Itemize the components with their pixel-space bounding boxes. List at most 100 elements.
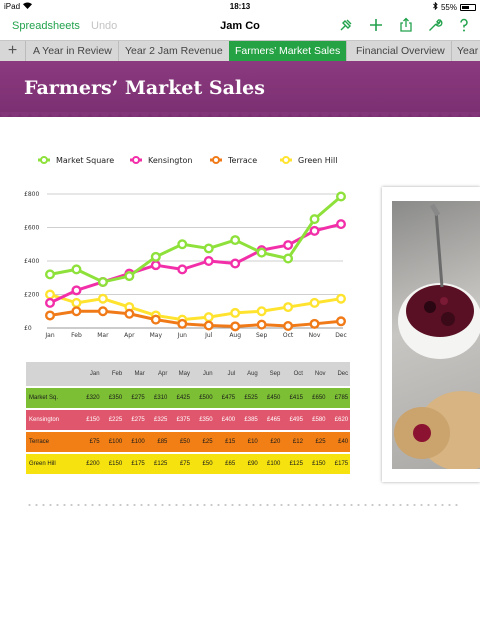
table-cell[interactable]: £75 — [179, 461, 190, 467]
tab-year[interactable]: Year — [451, 41, 480, 61]
column-header: Oct — [293, 371, 303, 377]
data-point — [124, 308, 135, 319]
table-cell[interactable]: £785 — [334, 395, 349, 401]
y-tick-label: £400 — [24, 258, 39, 265]
spreadsheets-back-button[interactable]: Spreadsheets — [12, 20, 80, 32]
y-tick-label: £200 — [24, 292, 39, 299]
table-cell[interactable]: £500 — [199, 395, 213, 401]
battery-percent: 55% — [440, 2, 457, 12]
row-header: Kensington — [29, 417, 60, 423]
legend-marker — [132, 156, 140, 164]
table-cell[interactable]: £25 — [315, 439, 326, 445]
data-point — [71, 297, 82, 308]
x-tick-label: Feb — [71, 332, 82, 339]
x-tick-label: Apr — [124, 332, 135, 339]
x-tick-label: Mar — [97, 332, 109, 339]
help-icon[interactable] — [454, 17, 474, 37]
table-cell[interactable]: £620 — [334, 417, 349, 423]
table-cell[interactable]: £385 — [244, 417, 258, 423]
table-cell[interactable]: £400 — [221, 417, 236, 423]
table-row[interactable]: Terrace £75 £100 £100 £85 £50 £25 £15 £10 £20 £12 £… — [26, 430, 350, 452]
table-cell[interactable]: £450 — [266, 395, 281, 401]
undo-button[interactable]: Undo — [91, 20, 118, 32]
table-cell[interactable]: £100 — [266, 461, 281, 467]
table-cell[interactable]: £100 — [131, 439, 145, 445]
table-cell[interactable]: £465 — [266, 417, 281, 423]
table-cell[interactable]: £15 — [225, 439, 236, 445]
table-cell[interactable]: £50 — [179, 439, 190, 445]
table-cell[interactable]: £150 — [108, 461, 123, 467]
table-cell[interactable]: £425 — [176, 395, 190, 401]
table-cell[interactable]: £100 — [108, 439, 123, 445]
table-cell[interactable]: £125 — [154, 461, 168, 467]
share-icon[interactable] — [396, 17, 416, 37]
data-point — [336, 293, 347, 304]
tab-year-2-jam-revenue[interactable]: Year 2 Jam Revenue — [119, 41, 230, 61]
table-cell[interactable]: £320 — [86, 395, 100, 401]
table-row[interactable]: Green Hill £200 £150 £175 £125 £75 £50 £65 £90 £1… — [26, 452, 350, 474]
table-cell[interactable]: £85 — [157, 439, 168, 445]
x-tick-label: Aug — [229, 332, 241, 339]
legend-label: Green Hill — [298, 156, 337, 165]
table-cell[interactable]: £200 — [86, 461, 100, 467]
table-cell[interactable]: £525 — [244, 395, 258, 401]
data-point — [230, 307, 241, 318]
table-cell[interactable]: £50 — [202, 461, 213, 467]
table-cell[interactable]: £75 — [89, 439, 100, 445]
table-cell[interactable]: £650 — [312, 395, 326, 401]
table-cell[interactable]: £65 — [225, 461, 236, 467]
table-row[interactable]: Kensington £150 £225 £275 £325 £375 £350 £400 £3… — [26, 408, 350, 430]
table-cell[interactable]: £580 — [312, 417, 326, 423]
data-point — [309, 318, 320, 329]
wrench-icon[interactable] — [425, 17, 445, 37]
clock: 18:13 — [229, 2, 251, 11]
sales-table[interactable]: Jan Feb Mar Apr May Jun Jul Aug Sep Oct … — [26, 362, 350, 474]
tab-a-year-in-review[interactable]: A Year in Review — [27, 41, 119, 61]
table-row[interactable]: Market Sq. £320 £350 £275 £310 £425 £500 £475 £5… — [26, 386, 350, 408]
table-cell[interactable]: £12 — [292, 439, 303, 445]
column-header: Jun — [202, 371, 213, 377]
table-cell[interactable]: £10 — [247, 439, 258, 445]
tab-financial-overview[interactable]: Financial Overview — [350, 41, 452, 61]
data-point — [256, 319, 267, 330]
legend-marker — [282, 156, 290, 164]
navigation-bar: Spreadsheets Undo Jam Co — [0, 14, 480, 40]
table-cell[interactable]: £325 — [154, 417, 168, 423]
table-cell[interactable]: £150 — [86, 417, 100, 423]
data-point — [283, 320, 294, 331]
table-cell[interactable]: £350 — [199, 417, 213, 423]
x-tick-label: Nov — [309, 332, 321, 339]
document-title: Jam Co — [220, 20, 260, 32]
table-cell[interactable]: £150 — [312, 461, 326, 467]
table-cell[interactable]: £275 — [131, 395, 145, 401]
data-point — [309, 214, 320, 225]
table-cell[interactable]: £310 — [154, 395, 168, 401]
table-cell[interactable]: £225 — [108, 417, 123, 423]
tab-farmers-market-sales[interactable]: Farmers’ Market Sales — [229, 41, 348, 61]
table-cell[interactable]: £40 — [338, 439, 349, 445]
table-cell[interactable]: £350 — [108, 395, 123, 401]
format-brush-icon[interactable] — [336, 17, 356, 37]
data-point — [256, 306, 267, 317]
table-cell[interactable]: £90 — [247, 461, 258, 467]
table-cell[interactable]: £495 — [289, 417, 303, 423]
data-point — [203, 243, 214, 254]
table-cell[interactable]: £175 — [131, 461, 145, 467]
tab-add-icon[interactable]: + — [0, 41, 26, 61]
table-cell[interactable]: £275 — [131, 417, 145, 423]
table-cell[interactable]: £475 — [221, 395, 236, 401]
table-cell[interactable]: £175 — [334, 461, 349, 467]
table-cell[interactable]: £25 — [202, 439, 213, 445]
jam-photo-frame[interactable] — [382, 187, 480, 482]
table-cell[interactable]: £125 — [289, 461, 303, 467]
column-header: Nov — [314, 371, 326, 377]
data-point — [71, 264, 82, 275]
table-cell[interactable]: £415 — [289, 395, 303, 401]
sheet-header-banner: Farmers’ Market Sales — [0, 61, 480, 117]
series-line — [49, 222, 342, 305]
add-icon[interactable] — [366, 17, 386, 37]
table-cell[interactable]: £375 — [176, 417, 190, 423]
table-cell[interactable]: £20 — [270, 439, 281, 445]
line-chart[interactable]: Market Square Kensington Terrace Green Hill… — [0, 145, 370, 345]
x-tick-label: Jul — [204, 332, 213, 339]
